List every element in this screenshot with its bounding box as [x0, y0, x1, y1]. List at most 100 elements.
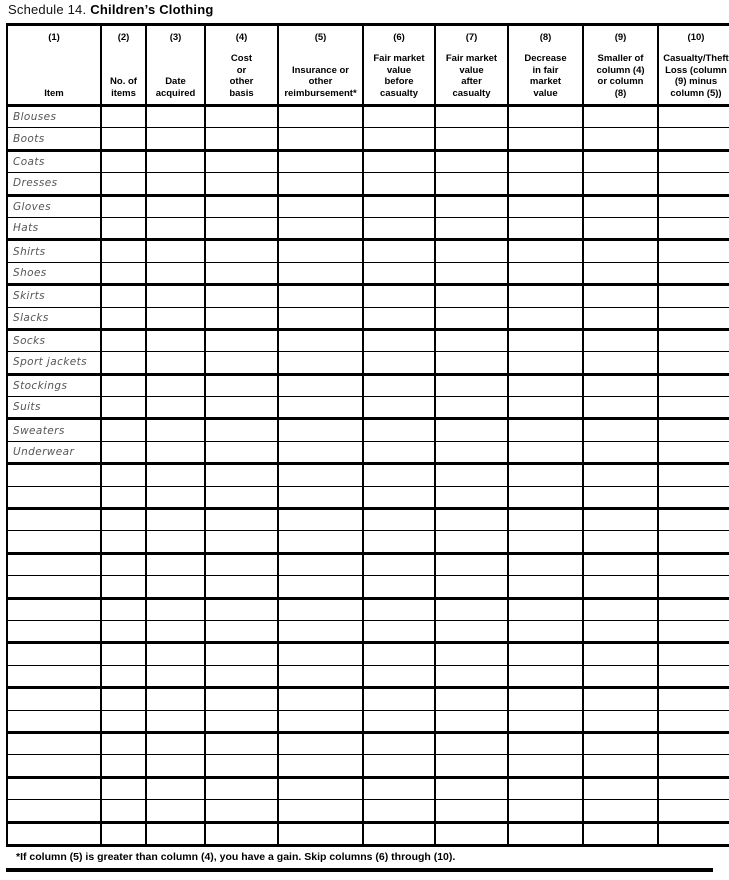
entry-cell — [582, 508, 658, 532]
entry-cell — [100, 418, 146, 442]
entry-cell — [434, 217, 508, 242]
entry-cell — [145, 396, 205, 421]
entry-cell — [434, 799, 508, 824]
entry-cell — [582, 307, 658, 331]
entry-cell — [277, 105, 363, 129]
entry-cell — [145, 127, 205, 152]
entry-cell — [362, 754, 435, 779]
column-label: Cost or other basis — [229, 53, 254, 99]
column-number: (1) — [48, 32, 60, 43]
entry-cell — [434, 620, 508, 645]
entry-cell — [145, 418, 205, 442]
entry-cell — [657, 620, 729, 645]
item-name-cell — [7, 508, 101, 532]
entry-cell — [582, 530, 658, 555]
entry-cell — [657, 351, 729, 376]
entry-cell — [204, 777, 278, 801]
entry-cell — [145, 463, 205, 487]
entry-cell — [582, 687, 658, 711]
table-header: (1) Item (2) No. of items (3) Date acqui… — [7, 24, 729, 107]
entry-cell — [362, 710, 435, 734]
entry-cell — [507, 351, 583, 376]
entry-cell — [507, 665, 583, 690]
entry-cell — [582, 239, 658, 263]
entry-cell — [362, 598, 435, 621]
item-name-cell — [7, 575, 101, 600]
entry-cell — [277, 463, 363, 487]
entry-cell — [100, 777, 146, 801]
entry-cell — [434, 329, 508, 353]
entry-cell — [204, 105, 278, 129]
entry-cell — [362, 127, 435, 152]
column-label: Fair market value before casualty — [373, 53, 425, 99]
entry-cell — [362, 553, 435, 577]
entry-cell — [434, 508, 508, 532]
item-name-cell: Underwear — [7, 441, 101, 466]
entry-cell — [507, 486, 583, 511]
entry-cell — [145, 217, 205, 242]
item-name-cell: Coats — [7, 150, 101, 174]
entry-cell — [100, 575, 146, 600]
entry-cell — [582, 732, 658, 756]
entry-cell — [100, 665, 146, 690]
item-row: Blouses — [7, 105, 729, 129]
entry-cell — [657, 575, 729, 600]
item-row: Shirts — [7, 239, 729, 263]
loss-worksheet-table: (1) Item (2) No. of items (3) Date acqui… — [6, 23, 729, 847]
entry-cell — [582, 396, 658, 421]
column-label: No. of items — [110, 76, 137, 99]
entry-cell — [100, 642, 146, 666]
item-name-cell: Blouses — [7, 105, 101, 129]
entry-cell — [204, 754, 278, 779]
entry-cell — [204, 732, 278, 756]
entry-cell — [204, 307, 278, 331]
entry-cell — [204, 665, 278, 690]
blank-row — [7, 732, 729, 756]
entry-cell — [362, 105, 435, 129]
entry-cell — [507, 127, 583, 152]
entry-cell — [277, 665, 363, 690]
item-name-cell — [7, 822, 101, 846]
entry-cell — [277, 620, 363, 645]
entry-cell — [582, 665, 658, 690]
entry-cell — [145, 508, 205, 532]
blank-row — [7, 642, 729, 666]
entry-cell — [145, 150, 205, 174]
entry-cell — [100, 441, 146, 466]
item-row: Dresses — [7, 172, 729, 197]
entry-cell — [145, 598, 205, 621]
entry-cell — [362, 508, 435, 532]
entry-cell — [362, 441, 435, 466]
item-name-cell — [7, 620, 101, 645]
entry-cell — [277, 799, 363, 824]
item-name-cell — [7, 732, 101, 756]
entry-cell — [657, 374, 729, 398]
item-row: Shoes — [7, 262, 729, 287]
blank-row — [7, 463, 729, 487]
entry-cell — [657, 105, 729, 129]
entry-cell — [100, 598, 146, 621]
entry-cell — [582, 374, 658, 398]
entry-cell — [582, 150, 658, 174]
entry-cell — [657, 642, 729, 666]
entry-cell — [277, 150, 363, 174]
entry-cell — [100, 620, 146, 645]
entry-cell — [145, 284, 205, 308]
item-name-cell — [7, 799, 101, 824]
blank-row — [7, 508, 729, 532]
blank-row — [7, 620, 729, 645]
entry-cell — [204, 553, 278, 577]
entry-cell — [277, 598, 363, 621]
item-name-cell — [7, 486, 101, 511]
column-header-item: (1) Item — [7, 24, 101, 107]
entry-cell — [204, 530, 278, 555]
entry-cell — [145, 687, 205, 711]
entry-cell — [145, 799, 205, 824]
entry-cell — [145, 262, 205, 287]
entry-cell — [434, 262, 508, 287]
entry-cell — [204, 374, 278, 398]
entry-cell — [657, 329, 729, 353]
entry-cell — [277, 262, 363, 287]
entry-cell — [657, 463, 729, 487]
